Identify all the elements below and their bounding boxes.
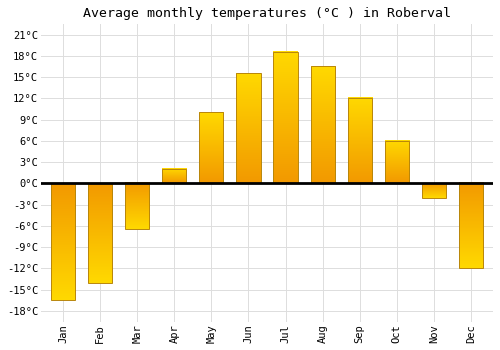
Bar bbox=[310, 66, 334, 183]
Bar bbox=[51, 183, 75, 300]
Title: Average monthly temperatures (°C ) in Roberval: Average monthly temperatures (°C ) in Ro… bbox=[83, 7, 451, 20]
Bar bbox=[126, 183, 150, 229]
Bar bbox=[88, 183, 112, 282]
Bar bbox=[348, 98, 372, 183]
Bar bbox=[200, 112, 224, 183]
Bar bbox=[422, 183, 446, 197]
Bar bbox=[384, 141, 409, 183]
Bar bbox=[274, 52, 297, 183]
Bar bbox=[459, 183, 483, 268]
Bar bbox=[236, 74, 260, 183]
Bar bbox=[162, 169, 186, 183]
